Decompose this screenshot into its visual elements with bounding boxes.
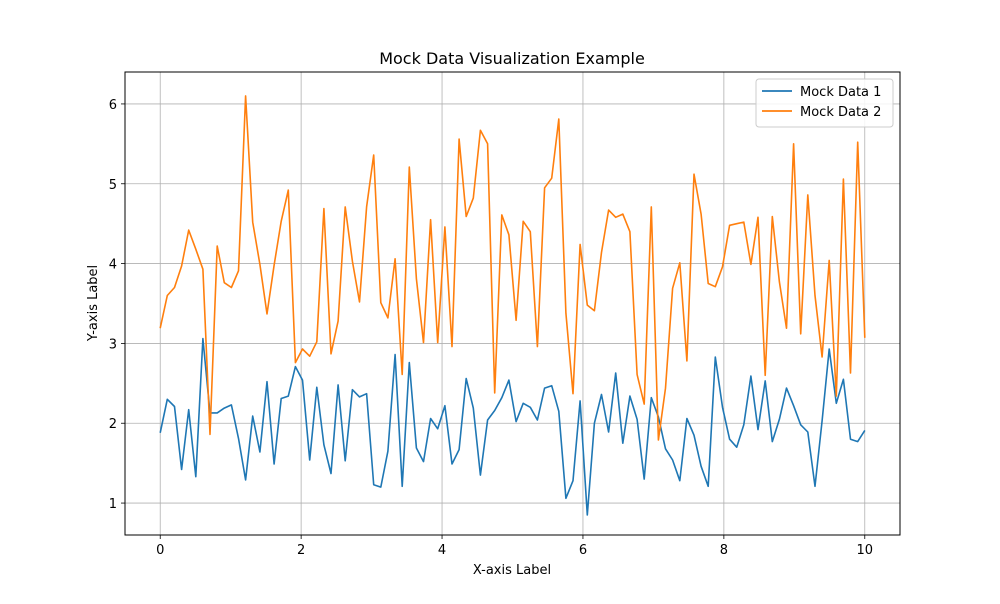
series-line-2 <box>159 95 866 441</box>
grid <box>125 72 900 535</box>
x-tick-label: 0 <box>156 543 164 558</box>
x-tick-label: 2 <box>297 543 305 558</box>
x-tick-label: 6 <box>579 543 587 558</box>
y-tick-label: 4 <box>109 258 117 273</box>
plot-frame <box>124 71 901 536</box>
series-line-1 <box>159 337 866 516</box>
y-tick-label: 1 <box>109 497 117 512</box>
series-lines <box>159 95 866 516</box>
legend-label-1: Mock Data 1 <box>800 85 881 100</box>
legend: Mock Data 1 Mock Data 2 <box>755 78 894 128</box>
x-axis-label: X-axis Label <box>473 563 551 578</box>
x-tick-label: 8 <box>720 543 728 558</box>
y-tick-label: 5 <box>109 178 117 193</box>
y-tick-label: 3 <box>109 337 117 352</box>
y-axis-label: Y-axis Label <box>86 265 101 342</box>
x-tick-label: 10 <box>856 543 873 558</box>
legend-label-2: Mock Data 2 <box>800 105 881 120</box>
y-tick-label: 6 <box>109 98 117 113</box>
y-tick-label: 2 <box>109 417 117 432</box>
chart-title: Mock Data Visualization Example <box>379 49 645 68</box>
x-tick-label: 4 <box>438 543 446 558</box>
